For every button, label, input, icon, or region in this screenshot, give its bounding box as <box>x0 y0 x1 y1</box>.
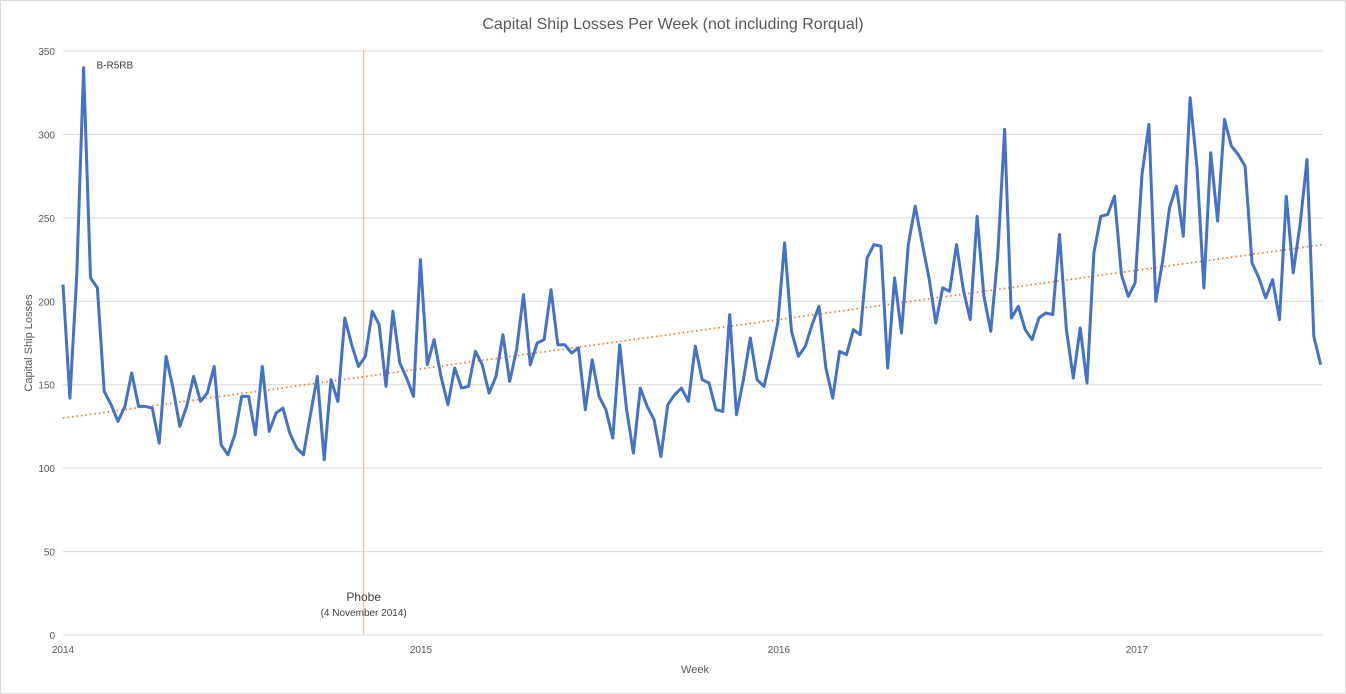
x-tick-label: 2015 <box>410 645 433 656</box>
grid-lines <box>63 50 1323 636</box>
y-tick-label: 300 <box>38 130 55 141</box>
y-tick-label: 200 <box>38 297 55 308</box>
trend-line <box>62 243 1324 419</box>
x-axis-ticks: 2014 2015 2016 2017 <box>52 645 1149 656</box>
y-tick-label: 150 <box>38 381 55 392</box>
x-tick-label: 2014 <box>52 645 75 656</box>
x-axis-title: Week <box>681 664 709 676</box>
y-axis-ticks: 0 50 100 150 200 250 300 350 <box>38 47 55 642</box>
y-axis-title: Capital Ship Losses <box>23 294 35 392</box>
annotation-b-r5rb: B-R5RB <box>96 61 133 72</box>
x-tick-label: 2016 <box>768 645 791 656</box>
y-tick-label: 100 <box>38 464 55 475</box>
series-line-capital-losses <box>61 66 1323 462</box>
y-tick-label: 350 <box>38 47 55 58</box>
annotation-phobe: Phobe <box>346 590 381 604</box>
x-tick-label: 2017 <box>1126 645 1149 656</box>
y-tick-label: 50 <box>44 548 56 559</box>
y-tick-label: 250 <box>38 214 55 225</box>
chart-title: Capital Ship Losses Per Week (not includ… <box>482 16 863 33</box>
annotation-phobe-date: (4 November 2014) <box>321 608 407 619</box>
y-tick-label: 0 <box>49 631 55 642</box>
